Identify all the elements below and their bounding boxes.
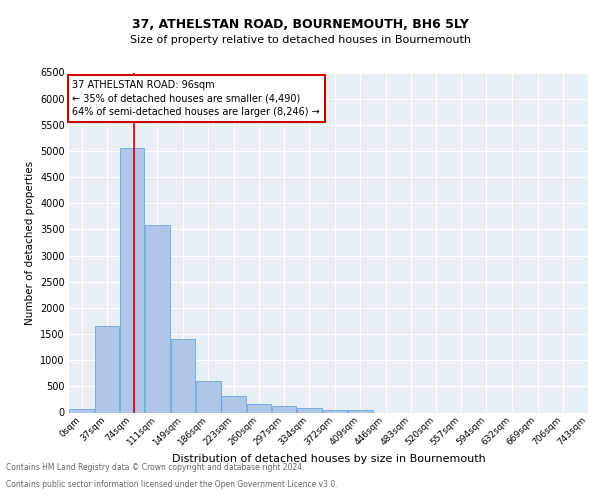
- Text: Contains HM Land Registry data © Crown copyright and database right 2024.: Contains HM Land Registry data © Crown c…: [6, 464, 305, 472]
- Bar: [95, 326, 119, 412]
- Bar: [247, 404, 271, 412]
- Bar: [323, 410, 347, 412]
- Bar: [272, 406, 296, 412]
- Y-axis label: Number of detached properties: Number of detached properties: [25, 160, 35, 324]
- Bar: [348, 410, 373, 412]
- Text: Contains public sector information licensed under the Open Government Licence v3: Contains public sector information licen…: [6, 480, 338, 489]
- X-axis label: Distribution of detached houses by size in Bournemouth: Distribution of detached houses by size …: [172, 454, 485, 464]
- Text: Size of property relative to detached houses in Bournemouth: Size of property relative to detached ho…: [130, 35, 470, 45]
- Text: 37 ATHELSTAN ROAD: 96sqm
← 35% of detached houses are smaller (4,490)
64% of sem: 37 ATHELSTAN ROAD: 96sqm ← 35% of detach…: [73, 80, 320, 116]
- Bar: [196, 381, 221, 412]
- Text: 37, ATHELSTAN ROAD, BOURNEMOUTH, BH6 5LY: 37, ATHELSTAN ROAD, BOURNEMOUTH, BH6 5LY: [131, 18, 469, 30]
- Bar: [70, 409, 94, 412]
- Bar: [145, 224, 170, 412]
- Bar: [171, 338, 196, 412]
- Bar: [297, 408, 322, 412]
- Bar: [120, 148, 145, 412]
- Bar: [221, 396, 246, 412]
